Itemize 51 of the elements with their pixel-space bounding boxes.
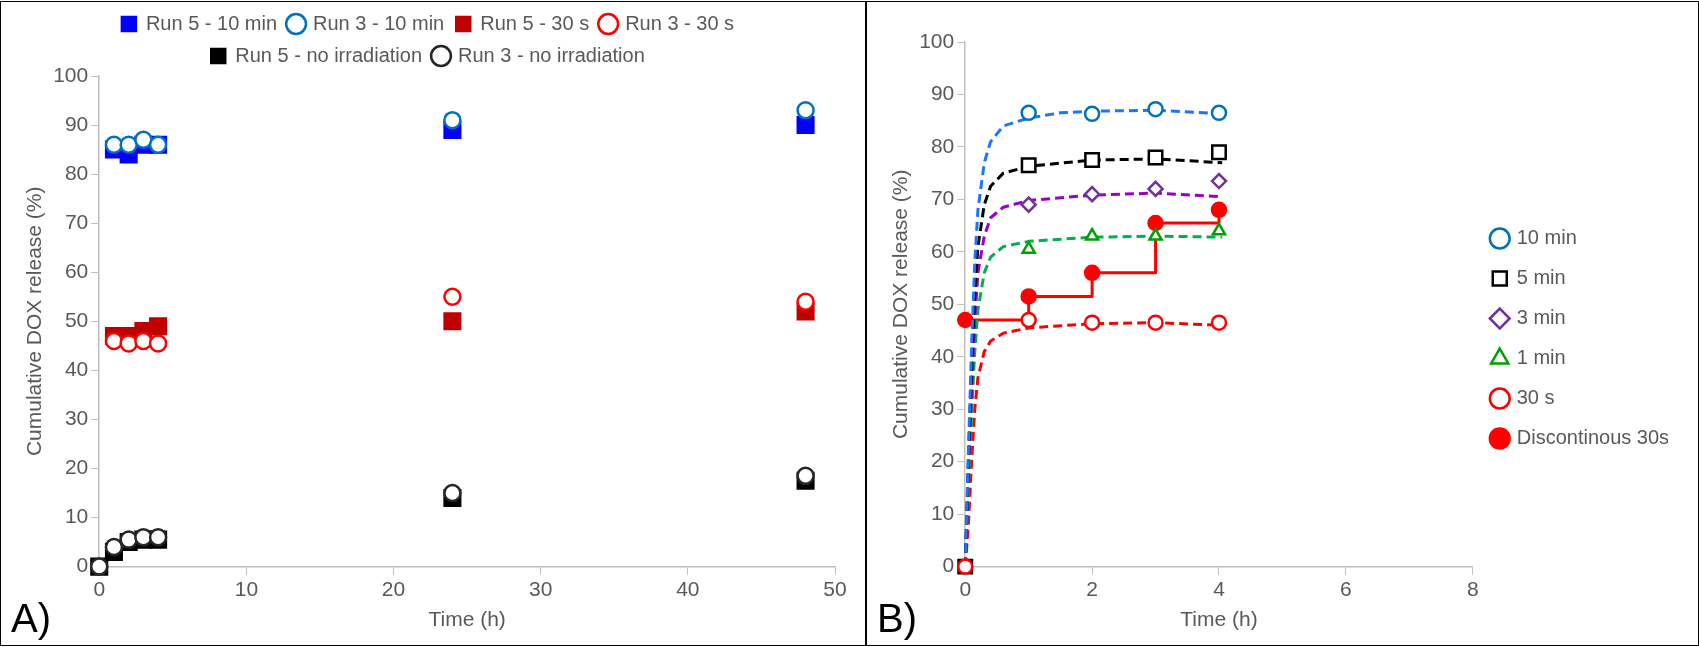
x-tick-label: 10 <box>234 577 259 600</box>
legend-label: Run 5 - 30 s <box>480 11 590 34</box>
y-axis-title: Cumulative DOX release (%) <box>22 186 46 457</box>
x-tick-label: 6 <box>1340 577 1352 600</box>
legend-label: Run 5 - no irradiation <box>235 43 423 66</box>
legend-label: 10 min <box>1516 226 1577 249</box>
y-tick-label: 10 <box>64 504 89 528</box>
y-tick-label: 100 <box>53 62 89 86</box>
x-tick-label: 2 <box>1086 577 1098 600</box>
y-tick-label: 90 <box>64 111 89 135</box>
y-tick-label: 20 <box>64 455 89 479</box>
x-tick-label: 20 <box>381 577 406 600</box>
y-tick-label: 70 <box>64 209 89 233</box>
y-tick-label: 40 <box>930 343 955 367</box>
y-tick-label: 50 <box>64 308 89 332</box>
x-tick-label: 30 <box>529 577 553 600</box>
legend-label: Run 3 - 30 s <box>625 11 735 34</box>
x-tick-label: 4 <box>1213 577 1226 600</box>
x-axis-title: Time (h) <box>428 607 506 631</box>
legend-label: Run 5 - 10 min <box>145 11 278 34</box>
y-tick-label: 0 <box>76 553 89 577</box>
y-axis-title: Cumulative DOX release (%) <box>888 169 912 440</box>
legend-label: Discontinous 30s <box>1516 426 1670 449</box>
y-tick-label: 30 <box>930 396 955 420</box>
y-tick-label: 70 <box>930 186 955 210</box>
y-tick-label: 80 <box>64 160 89 184</box>
y-tick-label: 50 <box>930 291 955 315</box>
x-axis-title: Time (h) <box>1180 607 1258 631</box>
y-tick-label: 10 <box>930 500 955 524</box>
x-tick-label: 0 <box>959 577 972 600</box>
y-tick-label: 0 <box>942 553 955 577</box>
y-tick-label: 90 <box>930 81 955 105</box>
y-tick-label: 40 <box>64 357 89 381</box>
text: B) <box>877 596 917 641</box>
legend-label: 3 min <box>1516 306 1566 329</box>
text: A) <box>11 596 51 641</box>
y-tick-label: 20 <box>930 448 955 472</box>
x-tick-label: 50 <box>823 577 847 600</box>
y-tick-label: 60 <box>930 238 955 262</box>
x-tick-label: 8 <box>1466 577 1479 600</box>
y-tick-label: 30 <box>64 406 89 430</box>
legend-label: 5 min <box>1516 266 1566 289</box>
y-tick-label: 60 <box>64 259 89 283</box>
legend-label: 30 s <box>1516 386 1555 409</box>
x-tick-label: 40 <box>676 577 700 600</box>
y-tick-label: 80 <box>930 133 955 157</box>
x-tick-label: 0 <box>93 577 106 600</box>
y-tick-label: 100 <box>919 28 955 52</box>
legend-label: Run 3 - 10 min <box>313 11 445 34</box>
legend-label: Run 3 - no irradiation <box>458 43 645 66</box>
legend-label: 1 min <box>1516 346 1566 369</box>
